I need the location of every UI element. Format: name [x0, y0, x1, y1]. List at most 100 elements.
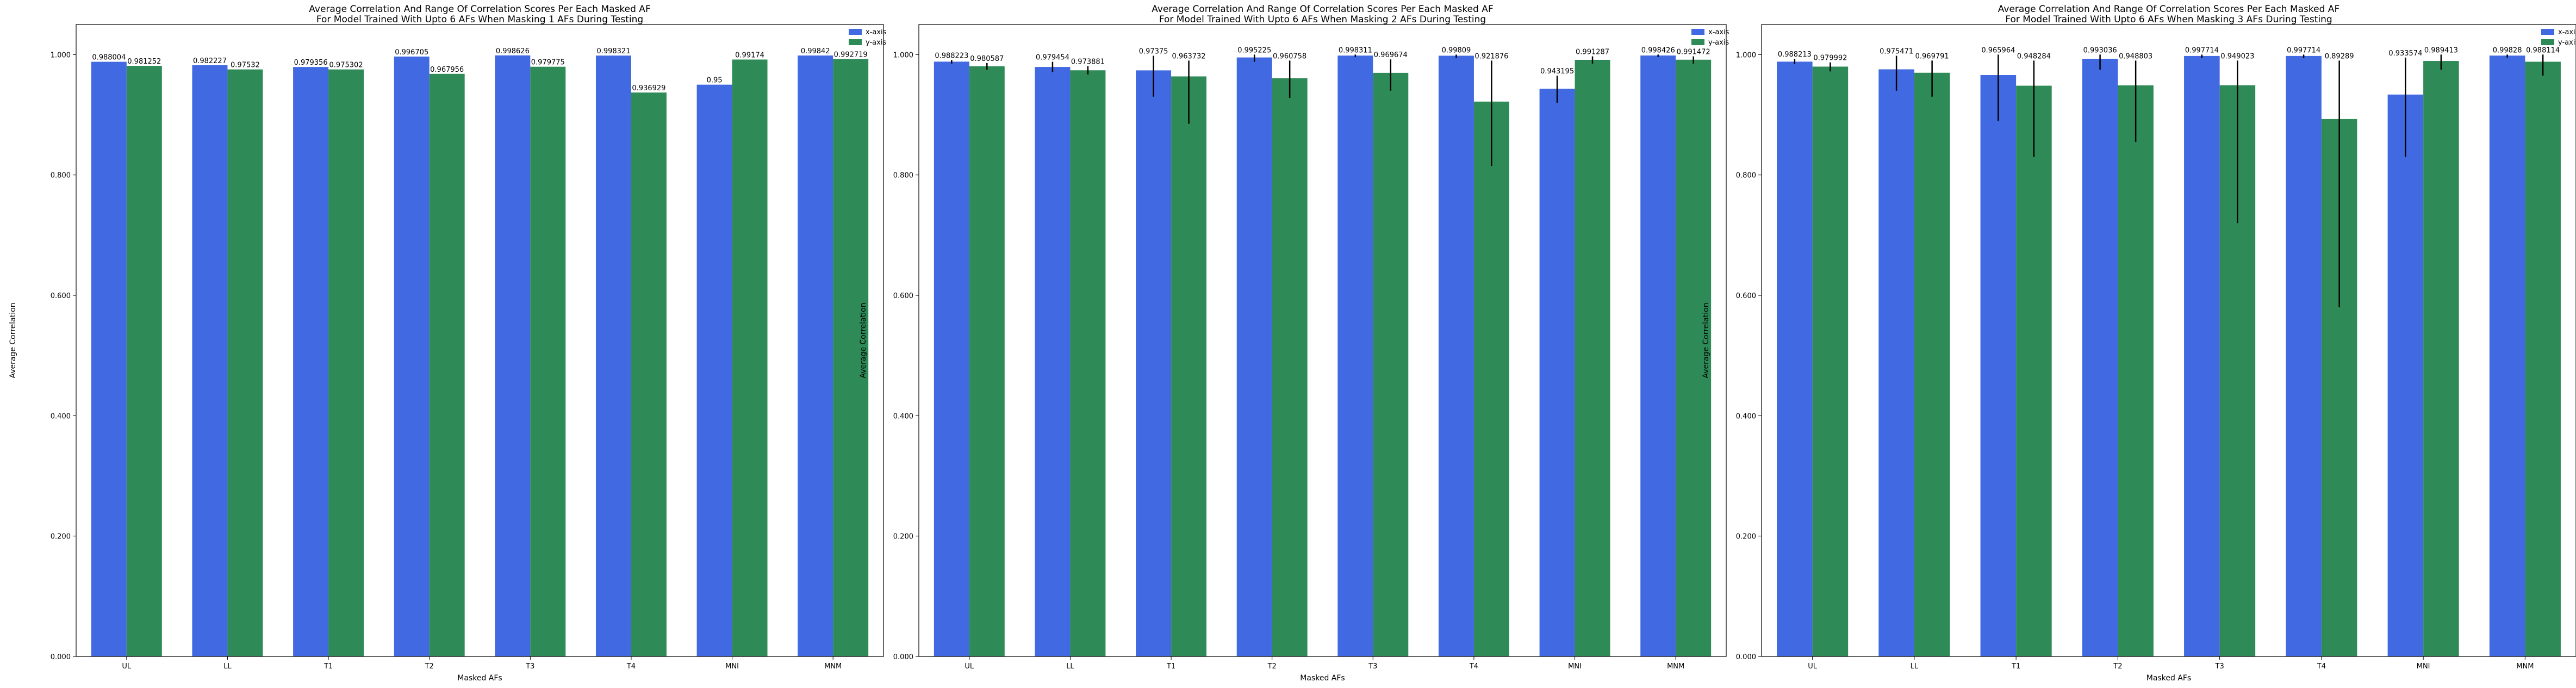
- bar-value-label: 0.948803: [2119, 52, 2152, 60]
- bar-value-label: 0.998626: [496, 47, 530, 55]
- legend-label: y-axis: [1708, 39, 1729, 47]
- bar-y-axis-T2: [1272, 78, 1308, 657]
- bar-value-label: 0.998311: [1339, 46, 1372, 54]
- y-tick-label: 0.200: [1736, 533, 1756, 541]
- bar-value-label: 0.960758: [1273, 52, 1306, 60]
- x-tick-label: MNM: [2516, 662, 2534, 671]
- bar-value-label: 0.967956: [430, 66, 464, 74]
- bar-x-axis-T3: [1337, 55, 1373, 656]
- x-tick-label: T1: [323, 662, 333, 671]
- bar-value-label: 0.979356: [294, 59, 328, 67]
- bar-y-axis-MNI: [2423, 61, 2459, 657]
- x-tick-label: UL: [1808, 662, 1818, 671]
- bar-x-axis-MNI: [2387, 94, 2424, 657]
- chart-title-line: For Model Trained With Upto 6 AFs When M…: [316, 14, 643, 25]
- bar-x-axis-MNM: [798, 55, 833, 656]
- x-tick-label: UL: [965, 662, 974, 671]
- x-tick-label: MNI: [1568, 662, 1582, 671]
- bar-x-axis-LL: [1878, 69, 1914, 656]
- bar-x-axis-T2: [1236, 57, 1272, 656]
- y-tick-label: 0.600: [51, 292, 71, 300]
- y-axis-label: Average Correlation: [1702, 302, 1710, 378]
- bar-value-label: 0.949023: [2220, 52, 2254, 60]
- y-tick-label: 0.600: [893, 292, 913, 300]
- x-tick-label: MNM: [1667, 662, 1684, 671]
- chart-panel-1: Average Correlation And Range Of Correla…: [9, 4, 887, 683]
- bar-value-label: 0.991472: [1677, 48, 1710, 57]
- y-tick-label: 0.800: [1736, 172, 1756, 180]
- bar-y-axis-MNM: [2525, 61, 2561, 656]
- bar-value-label: 0.980587: [970, 55, 1004, 63]
- legend-swatch-y-axis: [2541, 39, 2554, 45]
- bar-value-label: 0.99809: [1442, 46, 1471, 54]
- bar-x-axis-T4: [595, 55, 631, 657]
- bar-value-label: 0.89289: [2325, 52, 2354, 60]
- bar-value-label: 0.997714: [2185, 46, 2219, 54]
- x-tick-label: LL: [1066, 662, 1074, 671]
- bar-value-label: 0.933574: [2388, 49, 2422, 58]
- legend-swatch-y-axis: [1691, 39, 1704, 45]
- bar-value-label: 0.988004: [92, 54, 126, 62]
- bar-y-axis-T1: [2016, 85, 2052, 657]
- bar-value-label: 0.988114: [2526, 46, 2560, 54]
- bar-y-axis-UL: [126, 66, 162, 656]
- bar-value-label: 0.921876: [1474, 52, 1508, 60]
- bar-value-label: 0.982227: [193, 57, 227, 65]
- bar-y-axis-LL: [1914, 72, 1950, 656]
- x-tick-label: T3: [1368, 662, 1377, 671]
- chart-title-line: For Model Trained With Upto 6 AFs When M…: [1159, 14, 1486, 25]
- y-tick-label: 0.200: [51, 533, 71, 541]
- y-tick-label: 0.600: [1736, 292, 1756, 300]
- x-axis-label: Masked AFs: [1300, 674, 1345, 683]
- x-tick-label: T2: [1267, 662, 1277, 671]
- bar-y-axis-MNI: [732, 59, 768, 657]
- legend-swatch-y-axis: [849, 39, 862, 45]
- bar-value-label: 0.969674: [1374, 51, 1408, 59]
- bar-y-axis-T4: [631, 92, 667, 656]
- bar-x-axis-MNM: [1640, 55, 1676, 657]
- y-tick-label: 0.400: [1736, 412, 1756, 420]
- legend-swatch-x-axis: [1691, 29, 1704, 35]
- y-tick-label: 0.400: [51, 412, 71, 420]
- bar-x-axis-T1: [1136, 70, 1172, 657]
- chart-title-line: Average Correlation And Range Of Correla…: [1152, 4, 1493, 15]
- bar-value-label: 0.975302: [329, 61, 363, 70]
- bar-value-label: 0.998426: [1641, 46, 1675, 54]
- bar-y-axis-T4: [1473, 101, 1509, 657]
- y-tick-label: 0.000: [1736, 653, 1756, 661]
- bar-value-label: 0.979775: [531, 59, 565, 67]
- y-tick-label: 0.200: [893, 533, 913, 541]
- bar-x-axis-UL: [934, 61, 969, 656]
- bar-x-axis-T4: [1438, 55, 1474, 657]
- x-tick-label: MNM: [824, 662, 842, 671]
- bar-y-axis-T1: [1171, 76, 1207, 656]
- x-tick-label: UL: [122, 662, 132, 671]
- y-tick-label: 1.000: [893, 51, 913, 59]
- bar-value-label: 0.993036: [2083, 46, 2117, 54]
- chart-panel-2: Average Correlation And Range Of Correla…: [859, 4, 1729, 683]
- bar-x-axis-T1: [293, 67, 329, 657]
- bar-value-label: 0.99842: [801, 47, 830, 55]
- axes-frame: [76, 24, 884, 657]
- bar-y-axis-MNM: [1676, 59, 1712, 656]
- bar-x-axis-T4: [2286, 55, 2322, 657]
- bar-x-axis-MNM: [2489, 55, 2525, 656]
- bar-x-axis-T1: [1980, 75, 2017, 656]
- bar-value-label: 0.995225: [1237, 46, 1271, 54]
- bar-y-axis-MNI: [1575, 59, 1610, 657]
- bar-x-axis-MNI: [696, 84, 732, 657]
- x-tick-label: T4: [1469, 662, 1478, 671]
- y-tick-label: 0.800: [893, 172, 913, 180]
- chart-title-line: Average Correlation And Range Of Correla…: [1998, 4, 2339, 15]
- x-tick-label: MNI: [725, 662, 739, 671]
- x-tick-label: T4: [2317, 662, 2326, 671]
- bar-value-label: 0.989413: [2424, 46, 2458, 54]
- x-tick-label: T3: [2215, 662, 2224, 671]
- y-tick-label: 0.400: [893, 412, 913, 420]
- bar-value-label: 0.936929: [632, 84, 665, 92]
- bar-x-axis-T3: [2184, 55, 2220, 657]
- bar-x-axis-T2: [394, 56, 430, 657]
- bar-value-label: 0.979992: [1813, 54, 1847, 63]
- x-tick-label: T2: [425, 662, 434, 671]
